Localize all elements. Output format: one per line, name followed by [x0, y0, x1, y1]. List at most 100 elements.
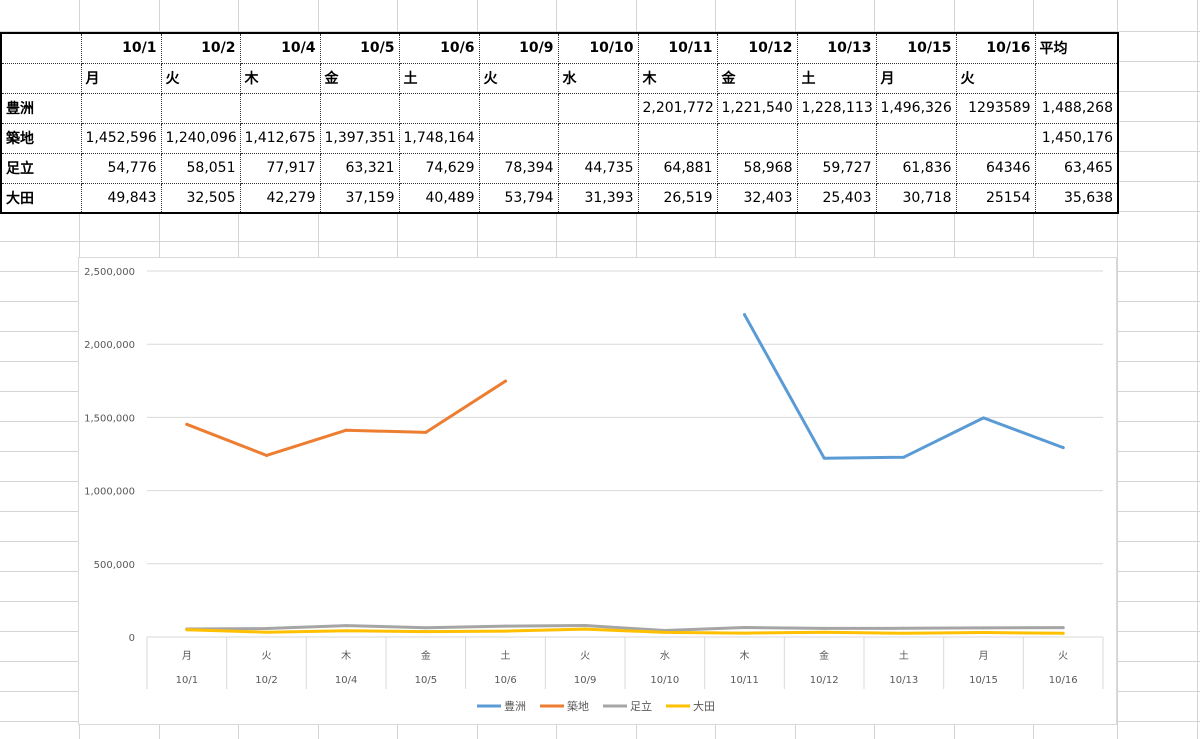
value-cell[interactable]: 1293589	[955, 92, 1036, 124]
average-header-cell[interactable]: 平均	[1034, 32, 1119, 64]
value-cell[interactable]: 44,735	[557, 152, 639, 184]
value-cell[interactable]: 25,403	[796, 182, 877, 214]
value-cell[interactable]: 1,452,596	[80, 122, 162, 154]
value-cell[interactable]: 32,505	[160, 182, 241, 214]
value-cell[interactable]: 54,776	[80, 152, 162, 184]
data-point	[265, 627, 268, 631]
value-cell[interactable]: 1,221,540	[716, 92, 798, 124]
weekday-header-cell[interactable]: 金	[319, 62, 400, 94]
empty-cell[interactable]	[0, 62, 82, 94]
value-cell[interactable]	[557, 122, 639, 154]
value-cell[interactable]: 42,279	[239, 182, 321, 214]
date-header-cell[interactable]: 10/1	[80, 32, 162, 64]
value-cell[interactable]: 78,394	[478, 152, 559, 184]
empty-cell[interactable]	[1034, 62, 1119, 94]
weekday-header-cell[interactable]: 火	[478, 62, 559, 94]
value-cell[interactable]: 49,843	[80, 182, 162, 214]
value-cell[interactable]	[796, 122, 877, 154]
data-point	[743, 313, 746, 317]
value-cell[interactable]: 74,629	[398, 152, 480, 184]
average-cell[interactable]: 35,638	[1034, 182, 1119, 214]
value-cell[interactable]	[319, 92, 400, 124]
x-weekday-label: 金	[819, 649, 829, 662]
weekday-header-cell[interactable]: 土	[796, 62, 877, 94]
value-cell[interactable]: 32,403	[716, 182, 798, 214]
value-cell[interactable]: 58,968	[716, 152, 798, 184]
value-cell[interactable]: 2,201,772	[637, 92, 718, 124]
value-cell[interactable]: 30,718	[875, 182, 957, 214]
date-header-cell[interactable]: 10/4	[239, 32, 321, 64]
weekday-header-cell[interactable]: 土	[398, 62, 480, 94]
x-date-label: 10/4	[335, 675, 357, 686]
value-cell[interactable]	[955, 122, 1036, 154]
data-point	[424, 630, 428, 634]
value-cell[interactable]	[478, 92, 559, 124]
average-cell[interactable]: 1,450,176	[1034, 122, 1119, 154]
value-cell[interactable]: 1,496,326	[875, 92, 957, 124]
data-point	[1061, 446, 1065, 450]
value-cell[interactable]: 64,881	[637, 152, 718, 184]
date-header-cell[interactable]: 10/5	[319, 32, 400, 64]
row-label-cell[interactable]: 足立	[0, 152, 82, 184]
row-label-cell[interactable]: 築地	[0, 122, 82, 154]
value-cell[interactable]: 25154	[955, 182, 1036, 214]
value-cell[interactable]: 77,917	[239, 152, 321, 184]
table-row: 大田 49,843 32,505 42,279 37,159 40,489 53,794 31…	[0, 182, 1119, 214]
value-cell[interactable]: 37,159	[319, 182, 400, 214]
value-cell[interactable]: 1,748,164	[398, 122, 480, 154]
row-label-cell[interactable]: 豊洲	[0, 92, 82, 124]
date-header-cell[interactable]: 10/9	[478, 32, 559, 64]
date-header-cell[interactable]: 10/12	[716, 32, 798, 64]
weekday-header-cell[interactable]: 火	[955, 62, 1036, 94]
value-cell[interactable]: 1,412,675	[239, 122, 321, 154]
weekday-header-cell[interactable]: 金	[716, 62, 798, 94]
value-cell[interactable]	[716, 122, 798, 154]
data-point	[265, 453, 268, 457]
date-header-cell[interactable]: 10/13	[796, 32, 877, 64]
value-cell[interactable]	[80, 92, 162, 124]
weekday-header-cell[interactable]: 月	[80, 62, 162, 94]
value-cell[interactable]: 1,240,096	[160, 122, 241, 154]
value-cell[interactable]: 58,051	[160, 152, 241, 184]
data-point	[583, 624, 587, 628]
value-cell[interactable]: 64346	[955, 152, 1036, 184]
value-cell[interactable]	[637, 122, 718, 154]
y-tick-label: 500,000	[94, 560, 135, 571]
row-label-cell[interactable]: 大田	[0, 182, 82, 214]
value-cell[interactable]	[557, 92, 639, 124]
value-cell[interactable]: 1,228,113	[796, 92, 877, 124]
value-cell[interactable]: 26,519	[637, 182, 718, 214]
weekday-header-cell[interactable]: 火	[160, 62, 241, 94]
weekday-header-cell[interactable]: 木	[637, 62, 718, 94]
value-cell[interactable]: 31,393	[557, 182, 639, 214]
table-row: 豊洲 2,201,772 1,221,540 1,228,113 1,496,326 12…	[0, 92, 1119, 124]
value-cell[interactable]	[478, 122, 559, 154]
weekday-header-cell[interactable]: 水	[557, 62, 639, 94]
value-cell[interactable]: 63,321	[319, 152, 400, 184]
value-cell[interactable]	[398, 92, 480, 124]
data-point	[743, 631, 746, 635]
x-weekday-label: 火	[580, 650, 590, 662]
value-cell[interactable]	[239, 92, 321, 124]
date-header-cell[interactable]: 10/6	[398, 32, 480, 64]
value-cell[interactable]: 59,727	[796, 152, 877, 184]
series-line-2	[185, 624, 1065, 632]
weekday-header-cell[interactable]: 木	[239, 62, 321, 94]
date-header-cell[interactable]: 10/10	[557, 32, 639, 64]
date-header-cell[interactable]: 10/11	[637, 32, 718, 64]
date-header-cell[interactable]: 10/15	[875, 32, 957, 64]
average-cell[interactable]: 1,488,268	[1034, 92, 1119, 124]
value-cell[interactable]: 53,794	[478, 182, 559, 214]
date-header-cell[interactable]: 10/2	[160, 32, 241, 64]
corner-cell[interactable]	[0, 32, 82, 64]
value-cell[interactable]	[160, 92, 241, 124]
chart-panel[interactable]: 0 500,000 1,000,000 1,500,000 2,000,000 2,500…	[78, 257, 1117, 725]
weekday-header-cell[interactable]: 月	[875, 62, 957, 94]
date-header-cell[interactable]: 10/16	[955, 32, 1036, 64]
value-cell[interactable]: 40,489	[398, 182, 480, 214]
value-cell[interactable]: 1,397,351	[319, 122, 400, 154]
value-cell[interactable]: 61,836	[875, 152, 957, 184]
data-point	[424, 626, 428, 630]
value-cell[interactable]	[875, 122, 957, 154]
average-cell[interactable]: 63,465	[1034, 152, 1119, 184]
